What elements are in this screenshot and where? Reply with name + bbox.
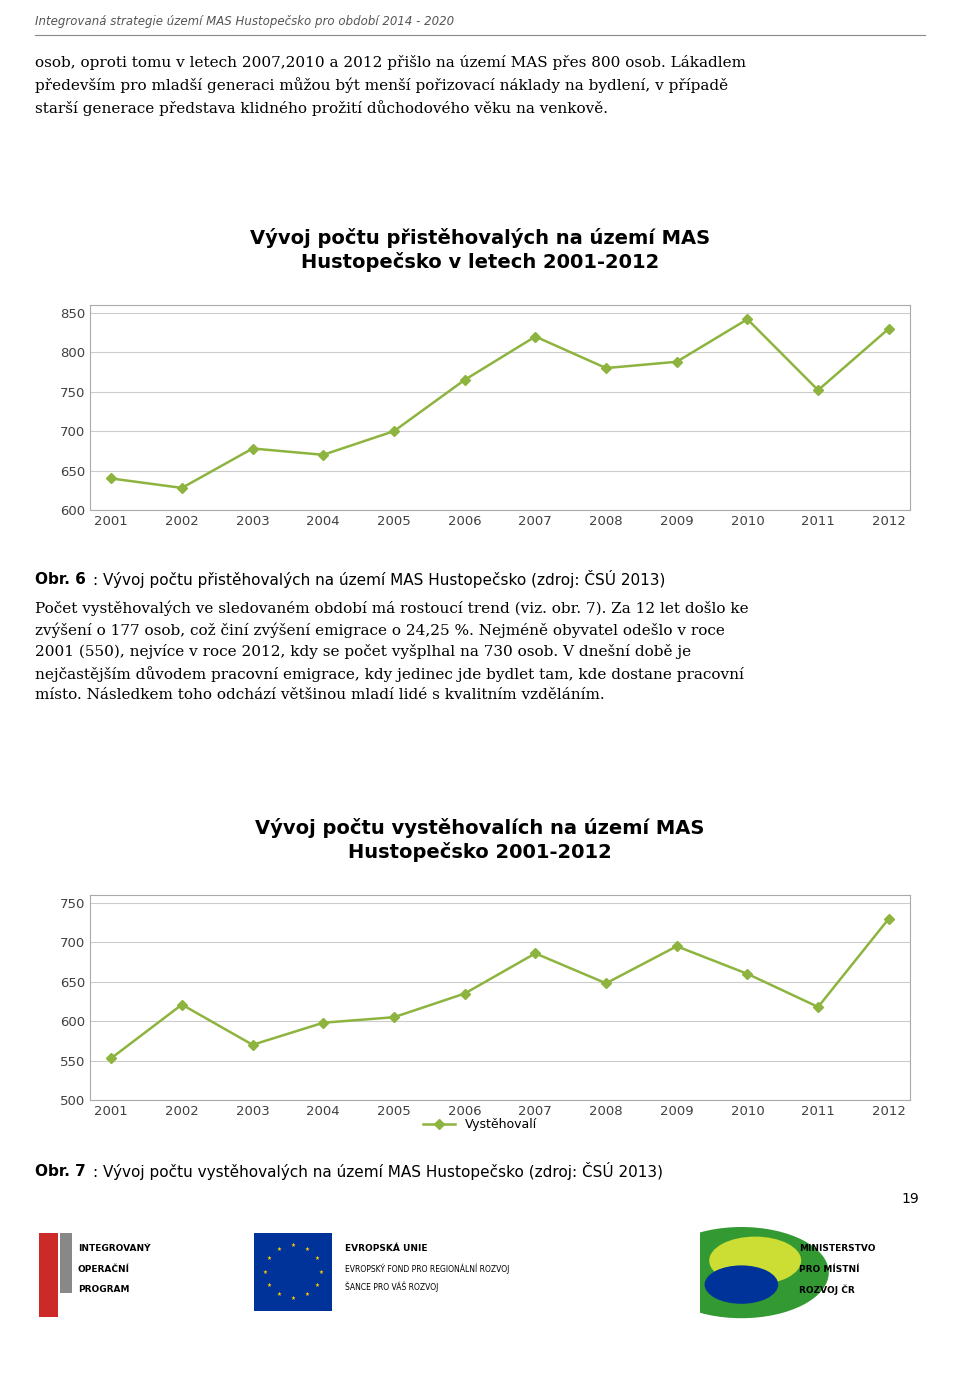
Bar <box>39 1233 59 1316</box>
Text: ★: ★ <box>291 1295 296 1301</box>
Text: INTEGROVANÝ: INTEGROVANÝ <box>78 1244 151 1254</box>
Text: ★: ★ <box>315 1283 320 1287</box>
Text: ★: ★ <box>266 1283 272 1287</box>
Text: Počet vystěhovalých ve sledovaném období má rostoucí trend (viz. obr. 7). Za 12 : Počet vystěhovalých ve sledovaném období… <box>35 600 749 702</box>
Text: Obr. 6: Obr. 6 <box>35 571 85 586</box>
Text: ★: ★ <box>276 1293 281 1297</box>
Text: EVROPSKÝ FOND PRO REGIONÁLNÍ ROZVOJ: EVROPSKÝ FOND PRO REGIONÁLNÍ ROZVOJ <box>345 1263 509 1275</box>
Text: Integrovaná strategie území MAS Hustopečsko pro období 2014 - 2020: Integrovaná strategie území MAS Hustopeč… <box>35 14 454 28</box>
Circle shape <box>709 1237 802 1284</box>
Text: ★: ★ <box>315 1256 320 1261</box>
Text: ŠANCE PRO VÁŠ ROZVOJ: ŠANCE PRO VÁŠ ROZVOJ <box>345 1282 438 1293</box>
Text: : Vývoj počtu vystěhovalých na území MAS Hustopečsko (zdroj: ČSÚ 2013): : Vývoj počtu vystěhovalých na území MAS… <box>93 1162 662 1180</box>
Text: Vývoj počtu vystěhovalích na území MAS
Hustopečsko 2001-2012: Vývoj počtu vystěhovalích na území MAS H… <box>255 818 705 862</box>
Text: ★: ★ <box>276 1247 281 1252</box>
Bar <box>60 1233 72 1293</box>
Text: ★: ★ <box>263 1269 268 1275</box>
Text: ★: ★ <box>266 1256 272 1261</box>
Text: EVROPSKÁ UNIE: EVROPSKÁ UNIE <box>345 1244 427 1254</box>
Text: ★: ★ <box>319 1269 324 1275</box>
Text: OPERAČNÍ: OPERAČNÍ <box>78 1265 130 1273</box>
Text: PRO MÍSTNÍ: PRO MÍSTNÍ <box>799 1265 859 1273</box>
Text: ★: ★ <box>304 1247 309 1252</box>
Text: Vývoj počtu přistěhovalých na území MAS
Hustopečsko v letech 2001-2012: Vývoj počtu přistěhovalých na území MAS … <box>250 227 710 273</box>
Text: ROZVOJ ČR: ROZVOJ ČR <box>799 1284 854 1294</box>
Text: Obr. 7: Obr. 7 <box>35 1163 85 1178</box>
Text: MINISTERSTVO: MINISTERSTVO <box>799 1244 876 1254</box>
Text: : Vývoj počtu přistěhovalých na území MAS Hustopečsko (zdroj: ČSÚ 2013): : Vývoj počtu přistěhovalých na území MA… <box>93 570 665 588</box>
Text: ★: ★ <box>291 1243 296 1248</box>
Text: PROGRAM: PROGRAM <box>78 1284 130 1294</box>
Text: 19: 19 <box>901 1192 919 1206</box>
Legend: Vystěhovalí: Vystěhovalí <box>419 1113 541 1137</box>
Text: osob, oproti tomu v letech 2007,2010 a 2012 přišlo na území MAS přes 800 osob. L: osob, oproti tomu v letech 2007,2010 a 2… <box>35 54 746 116</box>
Circle shape <box>654 1227 828 1318</box>
Bar <box>254 1233 332 1311</box>
Circle shape <box>705 1265 779 1304</box>
Legend:  <box>475 529 485 539</box>
Text: ★: ★ <box>304 1293 309 1297</box>
